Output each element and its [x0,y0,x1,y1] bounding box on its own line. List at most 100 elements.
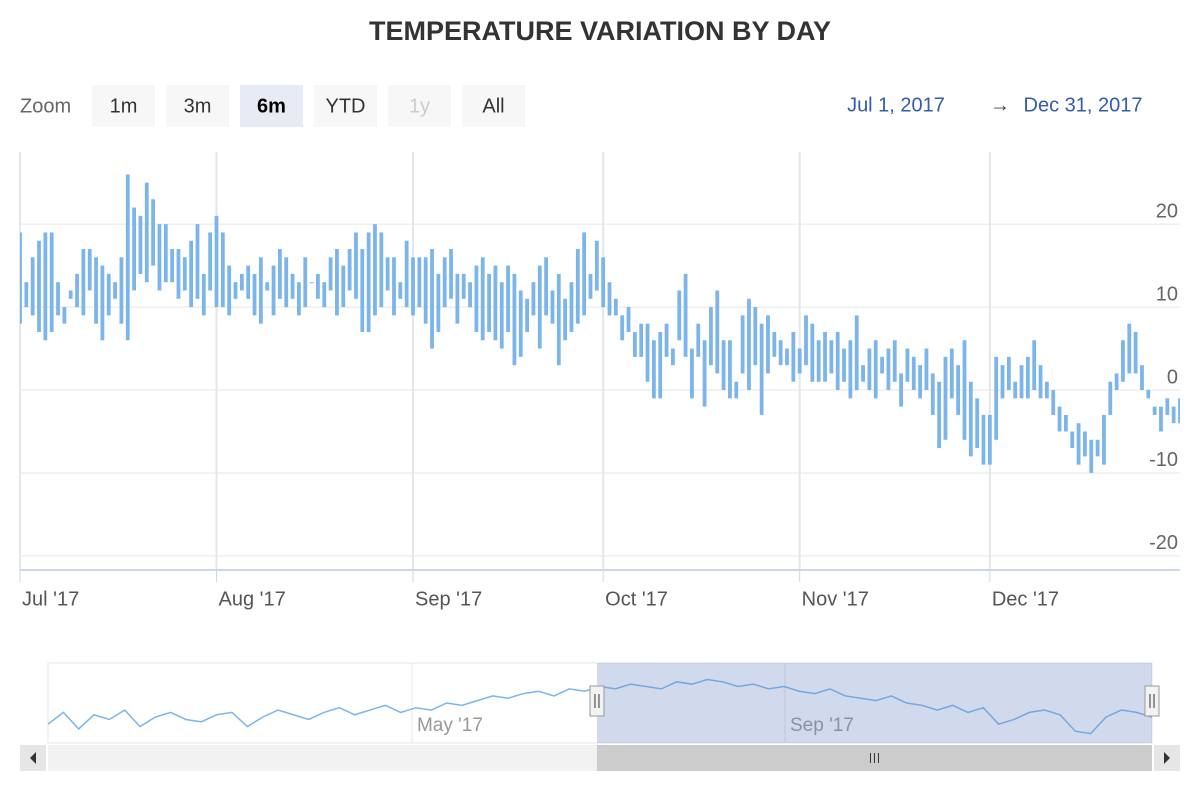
range-bar [994,356,999,440]
range-bar [1121,340,1125,382]
zoom-button-label[interactable]: YTD [326,95,366,117]
range-bar [404,240,409,308]
range-bar [607,282,612,316]
range-bar [398,282,403,299]
zoom-button[interactable] [240,85,303,127]
range-bar [1146,390,1151,399]
zoom-button[interactable] [166,85,229,127]
zoom-button-label[interactable]: All [482,95,504,117]
range-bar [176,249,181,299]
range-bar [1095,439,1100,457]
range-bar [518,290,523,357]
arrow-icon [1164,752,1170,764]
range-bar [1064,414,1068,432]
range-bar [201,273,206,316]
range-bar [258,257,263,324]
range-bar [772,331,777,357]
range-bar [474,265,479,332]
range-bar [556,273,561,366]
range-bar [1083,431,1087,457]
navigator-handle[interactable] [1144,685,1160,717]
range-bar [411,257,415,316]
range-bar [1114,373,1119,391]
range-bar [829,340,834,374]
range-bar [1025,356,1030,399]
range-bar [157,224,162,291]
range-bar [1140,365,1144,391]
range-bar [753,307,758,366]
zoom-button[interactable] [314,85,377,127]
range-bar [468,282,472,308]
range-bar [791,331,796,382]
range-bar [797,348,802,374]
navigator-handle[interactable] [589,685,605,717]
range-bar [759,323,764,415]
zoom-button-label[interactable]: 3m [184,95,212,117]
range-bar [867,348,872,391]
range-arrow: → [990,94,1010,116]
range-bar [195,224,200,299]
range-bar [677,290,682,341]
x-tick-label: Sep '17 [415,588,482,610]
zoom-button-label[interactable]: 1m [110,95,138,117]
zoom-button[interactable] [462,85,525,127]
range-bar [924,348,929,391]
range-bar [918,365,923,399]
range-bar [1044,381,1049,399]
range-bar [277,249,282,299]
range-bar [493,265,498,341]
range-bar [1127,323,1132,374]
range-bar [87,249,92,291]
range-bar [1102,414,1106,465]
range-bar [132,207,136,291]
range-bar [892,340,897,382]
range-bar [747,298,751,391]
range-bar [151,199,156,266]
range-bar [943,356,948,440]
range-bar [575,249,580,324]
range-bar [785,348,789,366]
y-tick-label: 10 [1156,283,1178,305]
range-bar [322,282,327,308]
range-bar [360,249,365,332]
range-bar [125,174,130,341]
range-bar [639,323,644,357]
range-bar [715,290,720,374]
range-bar [728,340,732,399]
zoom-button-label: 1y [409,95,430,117]
range-bar [81,249,86,316]
range-bar [233,282,238,299]
range-bar [430,249,434,349]
range-bar [886,348,891,391]
range-bar [702,340,707,407]
range-bar [975,398,980,449]
range-bar [379,232,384,308]
range-bar [284,257,289,308]
range-bar [316,273,320,299]
range-bar [537,265,542,349]
range-to[interactable]: Dec 31, 2017 [1024,94,1143,116]
range-bar [449,249,453,299]
zoom-button[interactable] [92,85,155,127]
range-bar [670,348,675,366]
range-bar [30,257,35,316]
range-bar [328,257,333,291]
range-bar [1108,381,1113,415]
range-bar [366,232,371,332]
range-from[interactable]: Jul 1, 2017 [847,94,945,116]
range-bar [341,265,346,308]
range-bar [664,323,669,357]
y-tick-label: 0 [1167,366,1178,388]
range-bar [227,265,232,316]
range-bar [56,282,60,316]
range-bar [956,365,961,415]
range-bar [182,257,187,291]
range-bar [62,307,67,324]
range-bar [1133,331,1138,374]
range-bar [1051,390,1056,415]
range-bar [563,298,568,341]
zoom-button-label[interactable]: 6m [257,95,286,117]
range-bar [436,273,441,332]
range-bar [531,282,536,316]
